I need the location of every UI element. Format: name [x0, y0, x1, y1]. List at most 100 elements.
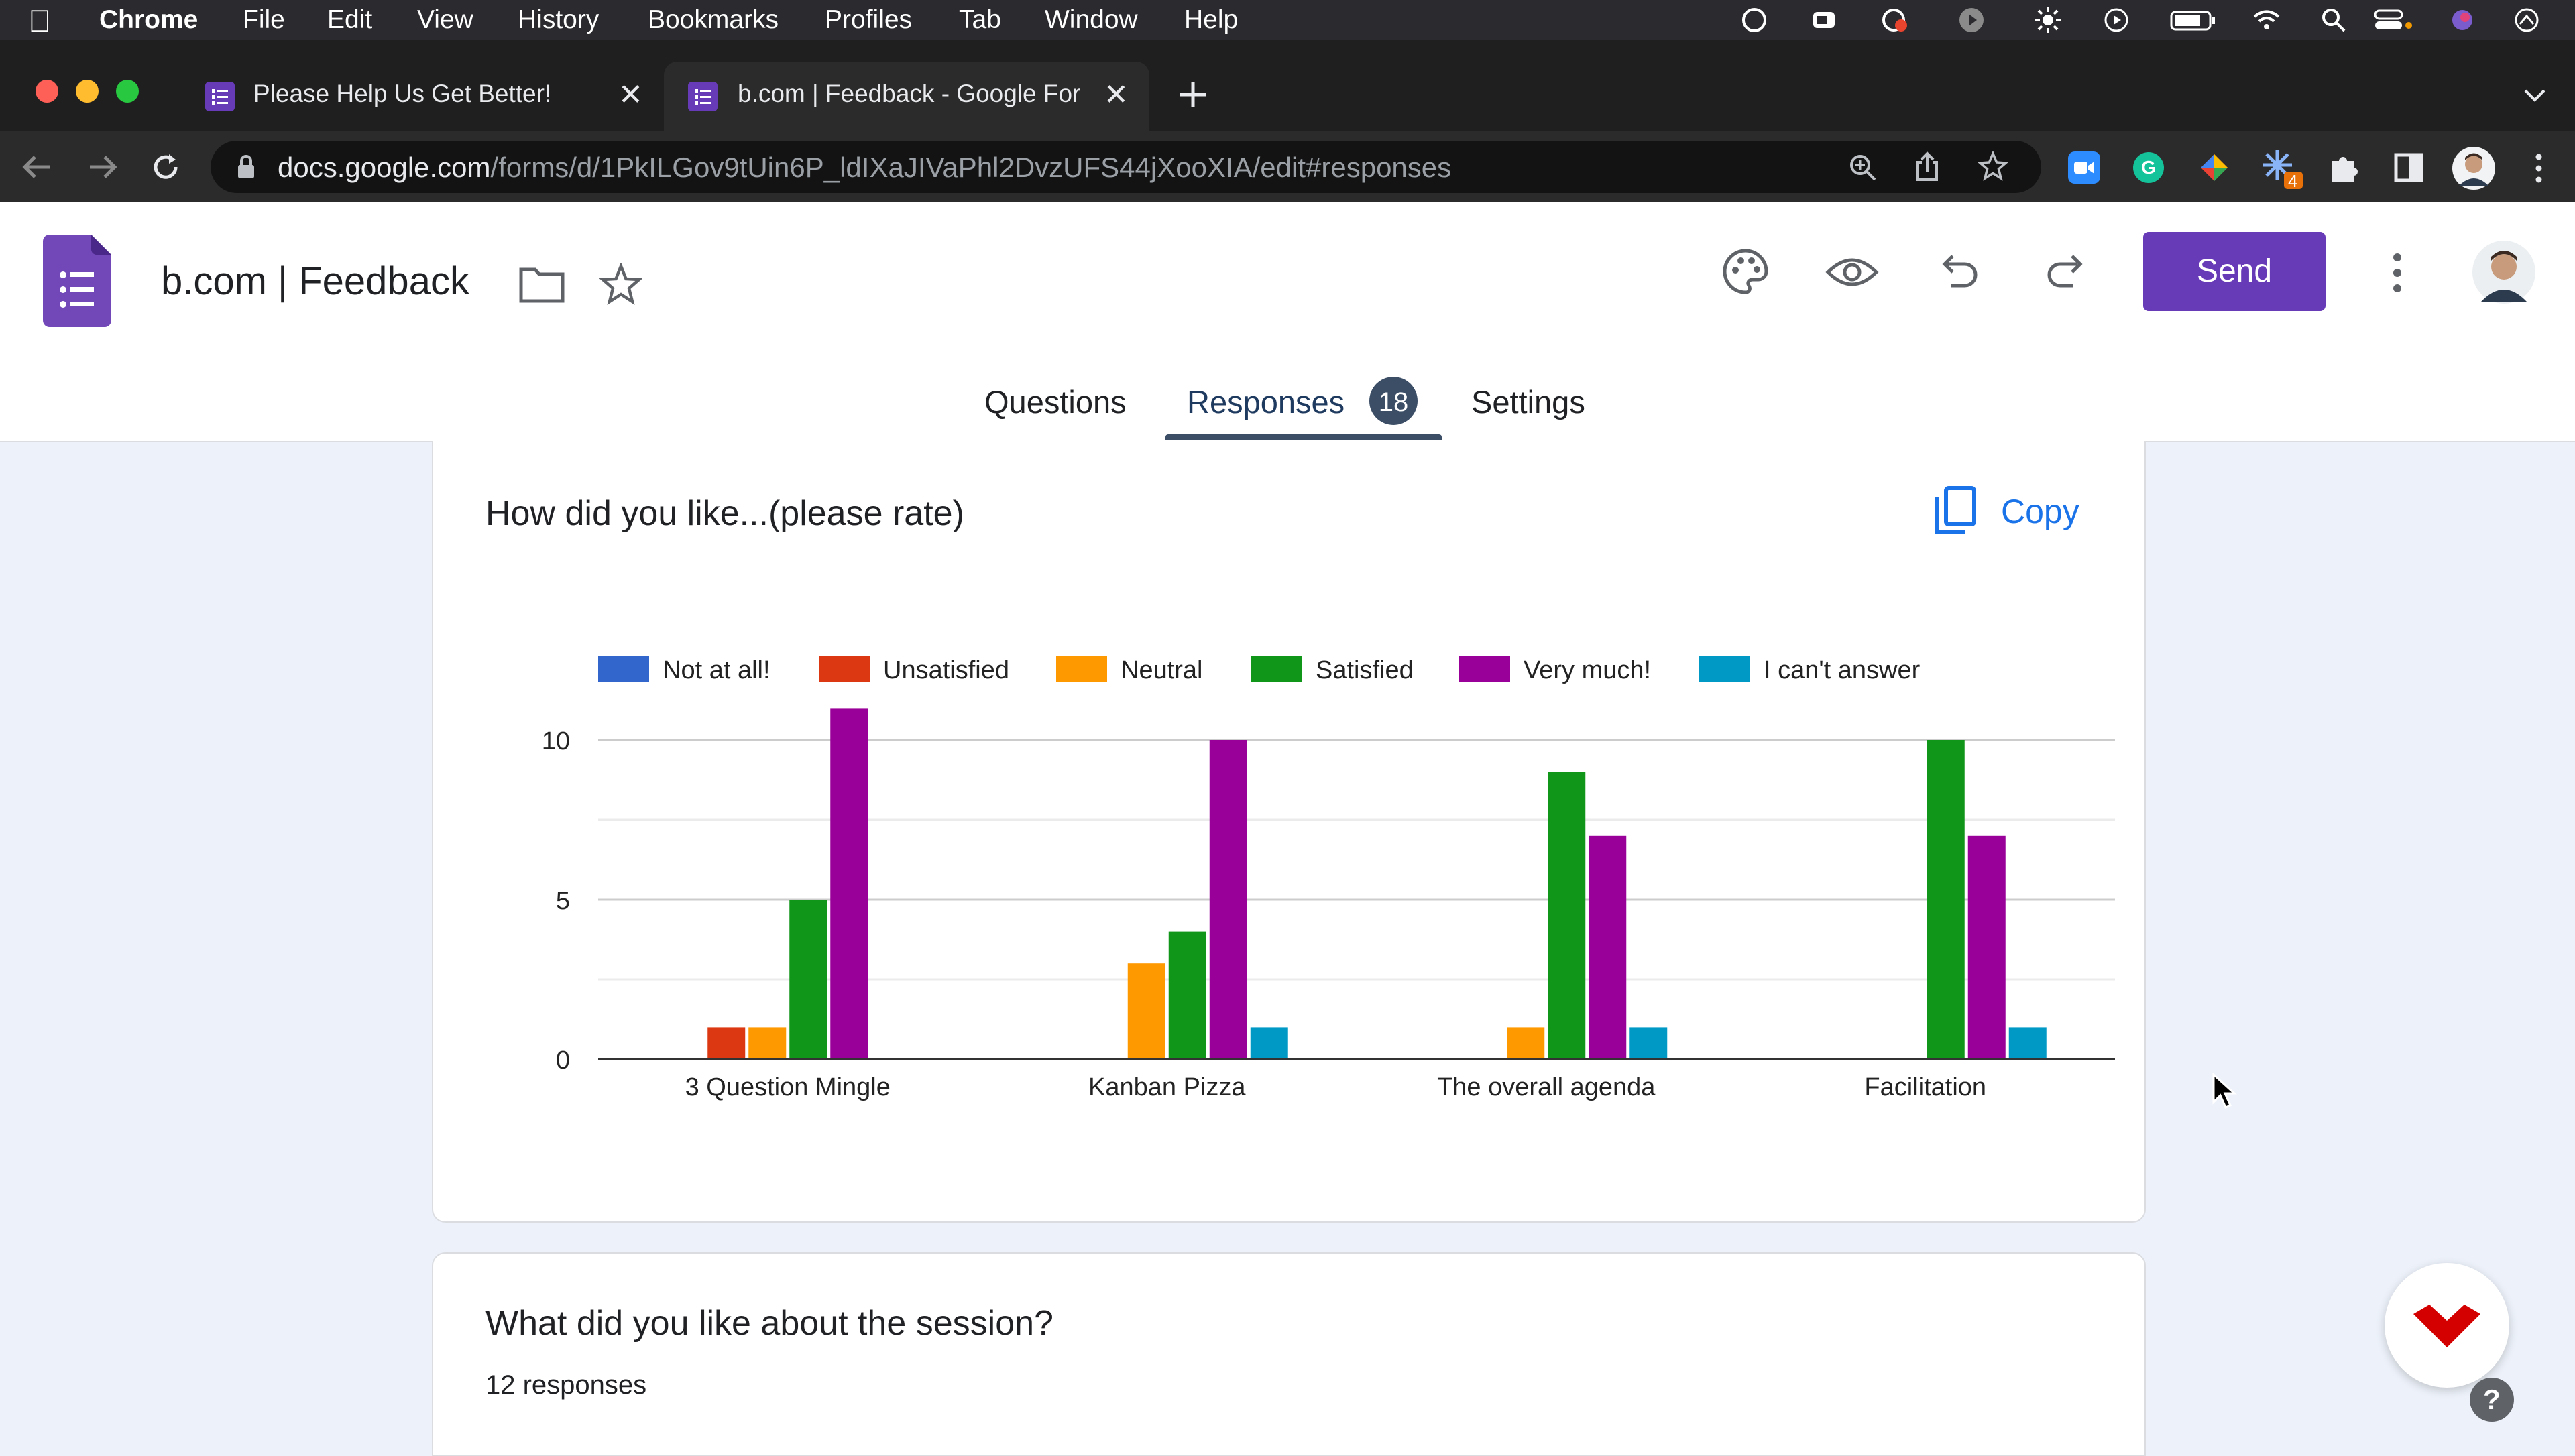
bar [789, 900, 827, 1059]
zoom-window-button[interactable] [116, 80, 139, 103]
bookmark-star-icon[interactable] [1978, 151, 2008, 181]
question-title: What did you like about the session? [485, 1304, 1053, 1343]
mouse-cursor-icon [2212, 1073, 2237, 1109]
notification-center-icon[interactable] [2513, 7, 2540, 34]
spotlight-search-icon[interactable] [2320, 7, 2347, 34]
tab-title: Please Help Us Get Better! [253, 80, 552, 107]
question-summary-card [432, 1252, 2146, 1456]
star-icon[interactable] [599, 263, 642, 306]
extensions-puzzle-icon[interactable] [2328, 151, 2359, 184]
legend-label: Not at all! [663, 656, 770, 684]
y-tick-label: 0 [556, 1046, 570, 1075]
close-window-button[interactable] [36, 80, 58, 103]
apple-icon[interactable]:  [28, 3, 52, 39]
control-center-icon[interactable] [2374, 7, 2414, 34]
browser-tab-active[interactable]: b.com | Feedback - Google For ✕ [664, 62, 1149, 131]
tab-settings[interactable]: Settings [1471, 384, 1585, 420]
bar [1209, 740, 1247, 1059]
menu-profiles[interactable]: Profiles [825, 5, 913, 34]
close-tab-icon[interactable]: ✕ [618, 78, 643, 111]
grammarly-icon[interactable]: G [2132, 151, 2165, 184]
tab-title: b.com | Feedback - Google For [738, 80, 1081, 107]
bar [707, 1027, 746, 1059]
menu-help[interactable]: Help [1184, 5, 1239, 34]
reload-icon[interactable] [149, 150, 182, 184]
menu-tab[interactable]: Tab [959, 5, 1001, 34]
brightness-icon[interactable] [2035, 7, 2061, 34]
menu-view[interactable]: View [417, 5, 473, 34]
customize-theme-palette-icon[interactable] [1722, 248, 1769, 295]
floating-widget-button[interactable] [2385, 1263, 2509, 1388]
zoom-video-icon[interactable] [1811, 7, 1837, 34]
copy-icon [1935, 486, 1976, 534]
creative-cloud-icon[interactable] [1741, 7, 1768, 34]
legend-label: Satisfied [1316, 656, 1414, 684]
forms-favicon-icon [205, 82, 235, 111]
play-circle-icon[interactable] [1958, 7, 1985, 34]
active-tab-indicator [1165, 434, 1442, 440]
response-count-text: 12 responses [485, 1370, 647, 1400]
window-controls [36, 80, 139, 103]
menu-bookmarks[interactable]: Bookmarks [648, 5, 779, 34]
x-category-label: 3 Question Mingle [685, 1073, 891, 1101]
browser-menu-icon[interactable] [2532, 151, 2545, 185]
browser-tab-strip [0, 40, 2575, 131]
menu-window[interactable]: Window [1045, 5, 1138, 34]
menu-edit[interactable]: Edit [327, 5, 373, 34]
back-arrow-icon[interactable] [20, 151, 54, 182]
share-icon[interactable] [1914, 151, 1941, 182]
bar [748, 1027, 787, 1059]
google-forms-logo-icon[interactable] [43, 235, 111, 327]
menu-file[interactable]: File [243, 5, 285, 34]
form-title[interactable]: b.com | Feedback [161, 259, 469, 303]
browser-tab-inactive[interactable]: Please Help Us Get Better! ✕ [168, 62, 664, 131]
copy-chart-button[interactable]: Copy [1926, 481, 2087, 540]
profile-avatar[interactable] [2452, 146, 2496, 190]
legend-swatch [1699, 656, 1750, 682]
legend-swatch [1056, 656, 1107, 682]
siri-icon[interactable] [2449, 7, 2476, 34]
send-button[interactable]: Send [2143, 232, 2326, 311]
redo-icon[interactable] [2045, 252, 2087, 290]
bar [1589, 835, 1627, 1059]
close-tab-icon[interactable]: ✕ [1104, 78, 1129, 111]
bar [830, 708, 868, 1059]
bar [1927, 740, 1965, 1059]
svg-text:?: ? [2483, 1384, 2501, 1415]
undo-icon[interactable] [1938, 252, 1980, 290]
address-bar[interactable]: docs.google.com/forms/d/1PkILGov9tUin6P_… [211, 141, 2041, 193]
bar [1629, 1027, 1668, 1059]
legend-swatch [598, 656, 649, 682]
account-avatar[interactable] [2472, 240, 2536, 304]
preview-eye-icon[interactable] [1825, 253, 1879, 291]
more-options-icon[interactable] [2390, 251, 2405, 295]
x-category-label: Kanban Pizza [1088, 1073, 1246, 1101]
zoom-extension-icon[interactable] [2068, 151, 2100, 184]
forward-arrow-icon[interactable] [86, 151, 119, 182]
color-picker-extension-icon[interactable] [2198, 151, 2230, 184]
move-to-folder-icon[interactable] [519, 265, 565, 303]
bar [1967, 835, 2006, 1059]
new-tab-icon[interactable] [1178, 79, 1208, 110]
wifi-icon[interactable] [2253, 7, 2280, 34]
lock-icon[interactable] [236, 154, 256, 180]
recording-icon[interactable] [1882, 7, 1908, 34]
menu-app-name[interactable]: Chrome [99, 5, 198, 34]
question-summary-card [432, 441, 2146, 1223]
legend-swatch [1459, 656, 1510, 682]
tab-search-chevron-icon[interactable] [2523, 87, 2547, 103]
media-play-icon[interactable] [2103, 7, 2130, 34]
bar [1250, 1027, 1288, 1059]
help-icon[interactable]: ? [2469, 1377, 2515, 1422]
extension-spark-icon[interactable] [2261, 149, 2303, 189]
tab-responses[interactable]: Responses [1187, 384, 1345, 420]
bar [1507, 1027, 1545, 1059]
side-panel-icon[interactable] [2394, 153, 2423, 182]
zoom-icon[interactable] [1848, 153, 1878, 182]
battery-icon[interactable] [2170, 7, 2217, 34]
extension-badge: 4 [2288, 171, 2298, 191]
y-tick-label: 10 [542, 727, 570, 755]
menu-history[interactable]: History [518, 5, 599, 34]
minimize-window-button[interactable] [76, 80, 99, 103]
tab-questions[interactable]: Questions [984, 384, 1127, 420]
